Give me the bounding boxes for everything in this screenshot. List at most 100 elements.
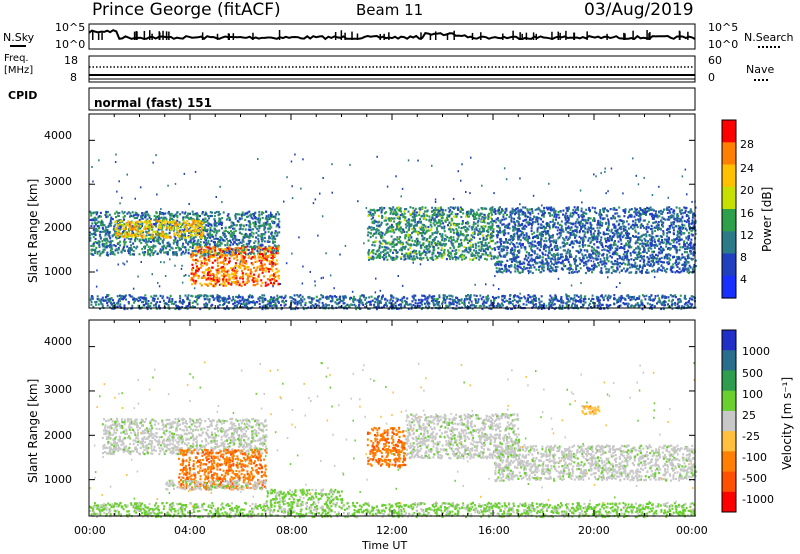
power-echo-cell bbox=[115, 216, 117, 219]
power-echo-cell bbox=[206, 243, 209, 246]
power-echo-cell bbox=[278, 231, 281, 234]
power-echo-cell bbox=[263, 249, 266, 253]
power-echo-cell bbox=[181, 211, 184, 214]
power-echo-cell bbox=[401, 248, 403, 252]
power-echo-cell bbox=[239, 262, 242, 265]
power-echo-cell bbox=[234, 269, 237, 272]
power-echo-cell bbox=[371, 249, 374, 252]
power-echo-cell bbox=[169, 236, 172, 239]
power-echo-cell bbox=[550, 209, 553, 212]
power-echo-cell bbox=[447, 249, 449, 252]
power-echo-cell bbox=[553, 213, 556, 216]
power-echo-cell bbox=[172, 219, 175, 222]
power-echo-cell bbox=[258, 210, 261, 214]
power-echo-cell bbox=[104, 213, 107, 216]
power-echo-cell bbox=[621, 258, 624, 261]
power-echo-cell bbox=[641, 239, 644, 242]
power-echo-cell bbox=[441, 238, 444, 242]
power-echo-cell bbox=[167, 224, 169, 227]
power-echo-cell bbox=[273, 262, 276, 265]
power-echo-cell bbox=[238, 239, 241, 242]
power-echo-cell bbox=[634, 251, 637, 254]
power-echo-cell bbox=[581, 238, 584, 241]
power-echo-cell bbox=[193, 236, 195, 239]
power-echo-cell bbox=[428, 245, 431, 248]
power-echo-cell bbox=[660, 221, 663, 224]
power-echo-cell bbox=[583, 219, 586, 222]
power-echo-cell bbox=[211, 261, 214, 264]
power-echo-cell bbox=[424, 246, 426, 249]
power-echo-cell bbox=[389, 243, 392, 246]
power-echo-cell bbox=[531, 260, 534, 263]
power-echo-cell bbox=[453, 246, 455, 249]
power-echo-cell bbox=[106, 215, 109, 218]
power-echo-cell bbox=[243, 246, 246, 249]
power-echo-cell bbox=[565, 235, 568, 238]
power-echo-cell bbox=[229, 244, 232, 247]
power-echo-cell bbox=[652, 236, 655, 239]
power-echo-cell bbox=[126, 212, 129, 215]
nave-legend-dots bbox=[754, 79, 768, 81]
power-echo-cell bbox=[267, 214, 270, 217]
power-echo-cell bbox=[684, 243, 687, 246]
power-echo-cell bbox=[170, 228, 172, 231]
power-echo-cell bbox=[152, 239, 155, 242]
power-echo-cell bbox=[218, 251, 221, 255]
power-echo-cell bbox=[269, 250, 272, 253]
power-echo-cell bbox=[495, 218, 498, 221]
power-echo-cell bbox=[595, 254, 598, 257]
power-echo-cell bbox=[413, 212, 416, 215]
power-echo-cell bbox=[267, 216, 270, 219]
power-echo-cell bbox=[124, 226, 127, 229]
power-echo-cell bbox=[685, 220, 688, 224]
power-echo-cell bbox=[486, 244, 489, 247]
power-echo-cell bbox=[204, 282, 207, 286]
power-echo-cell bbox=[375, 220, 378, 223]
power-cbar-tick-28: 28 bbox=[740, 138, 754, 151]
power-echo-cell bbox=[472, 209, 475, 212]
power-echo-cell bbox=[580, 260, 583, 263]
power-echo-cell bbox=[249, 235, 252, 238]
power-echo-cell bbox=[196, 220, 199, 223]
power-echo-cell bbox=[268, 237, 270, 240]
power-echo-cell bbox=[618, 246, 621, 250]
power-echo-cell bbox=[114, 245, 117, 248]
power-echo-cell bbox=[182, 229, 185, 232]
power-echo-cell bbox=[248, 236, 251, 239]
power-echo-cell bbox=[601, 222, 604, 225]
power-echo-cell bbox=[531, 211, 534, 214]
power-echo-cell bbox=[98, 254, 101, 257]
power-echo-cell bbox=[183, 252, 186, 255]
power-echo-cell bbox=[278, 220, 281, 223]
power-echo-cell bbox=[172, 215, 175, 219]
power-echo-cell bbox=[651, 253, 654, 256]
power-echo-cell bbox=[241, 228, 244, 231]
power-echo-cell bbox=[269, 249, 272, 252]
power-echo-cell bbox=[224, 229, 227, 233]
power-echo-cell bbox=[461, 221, 464, 224]
power-echo-cell bbox=[484, 241, 487, 244]
power-echo-cell bbox=[220, 223, 223, 226]
power-echo-cell bbox=[194, 226, 197, 229]
date-label: 03/Aug/2019 bbox=[584, 0, 694, 20]
power-echo-cell bbox=[610, 237, 613, 240]
power-echo-cell bbox=[639, 226, 642, 229]
power-echo-cell bbox=[634, 231, 637, 234]
power-echo-cell bbox=[416, 256, 419, 260]
power-echo-cell bbox=[530, 219, 533, 222]
power-echo-cell bbox=[191, 283, 193, 286]
power-echo-cell bbox=[576, 264, 579, 267]
power-echo-cell bbox=[584, 254, 587, 257]
power-echo-cell bbox=[431, 233, 434, 236]
power-echo-cell bbox=[433, 212, 436, 215]
power-echo-cell bbox=[127, 235, 130, 238]
power-echo-cell bbox=[214, 259, 217, 262]
power-echo-cell bbox=[214, 246, 217, 249]
power-echo-cell bbox=[377, 229, 380, 232]
power-echo-cell bbox=[686, 251, 688, 254]
power-echo-cell bbox=[261, 244, 264, 247]
power-echo-cell bbox=[625, 220, 628, 223]
power-echo-cell bbox=[262, 233, 265, 236]
power-echo-cell bbox=[260, 258, 263, 261]
power-echo-cell bbox=[396, 227, 399, 230]
